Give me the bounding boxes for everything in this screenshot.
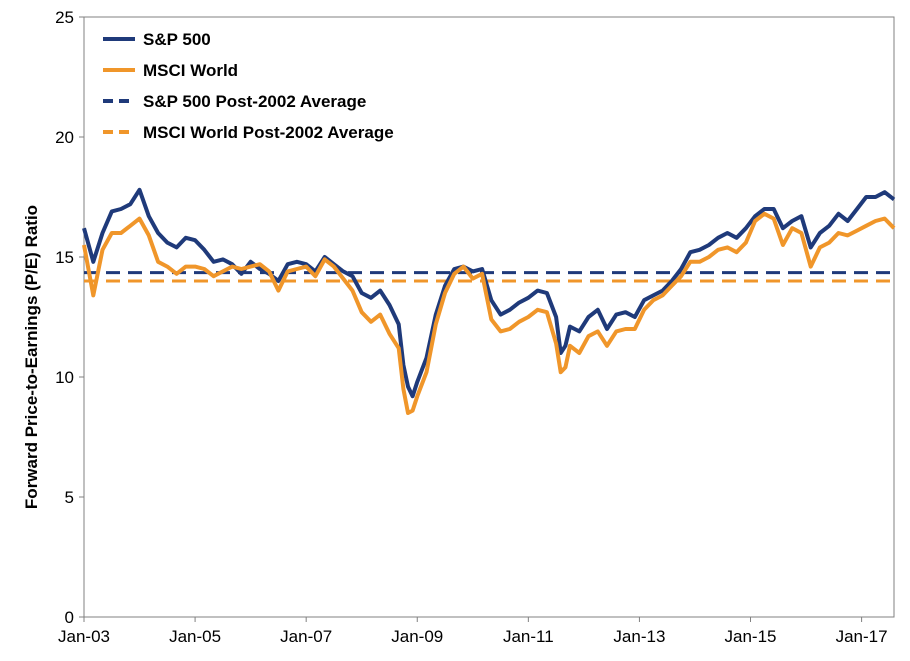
x-tick-label: Jan-11 [503,627,554,646]
y-tick-label: 25 [55,8,74,27]
tick-labels: 0 5 10 15 20 25 Jan-03 Jan-05 Jan-07 Jan-09 Jan-11… [55,8,888,646]
x-tick-label: Jan-13 [613,627,665,646]
legend-label: MSCI World [143,61,238,80]
series-msci-world-line [82,211,896,415]
x-tick-label: Jan-05 [169,627,221,646]
series-sp500-line [82,187,896,399]
series [82,187,896,415]
y-tick-label: 15 [55,248,74,267]
y-tick-label: 0 [65,608,74,627]
x-tick-label: Jan-09 [391,627,443,646]
y-axis-title: Forward Price-to-Earnings (P/E) Ratio [22,205,41,509]
x-tick-label: Jan-03 [58,627,110,646]
y-tick-label: 5 [65,488,74,507]
legend-label: MSCI World Post-2002 Average [143,123,394,142]
axes [79,16,895,622]
x-tick-label: Jan-15 [725,627,777,646]
legend-label: S&P 500 Post-2002 Average [143,92,366,111]
x-tick-label: Jan-07 [280,627,332,646]
legend-label: S&P 500 [143,30,211,49]
plot-frame [83,16,895,618]
legend: S&P 500 MSCI World S&P 500 Post-2002 Avera… [103,30,394,142]
x-tick-label: Jan-17 [836,627,888,646]
y-tick-label: 20 [55,128,74,147]
y-tick-label: 10 [55,368,74,387]
